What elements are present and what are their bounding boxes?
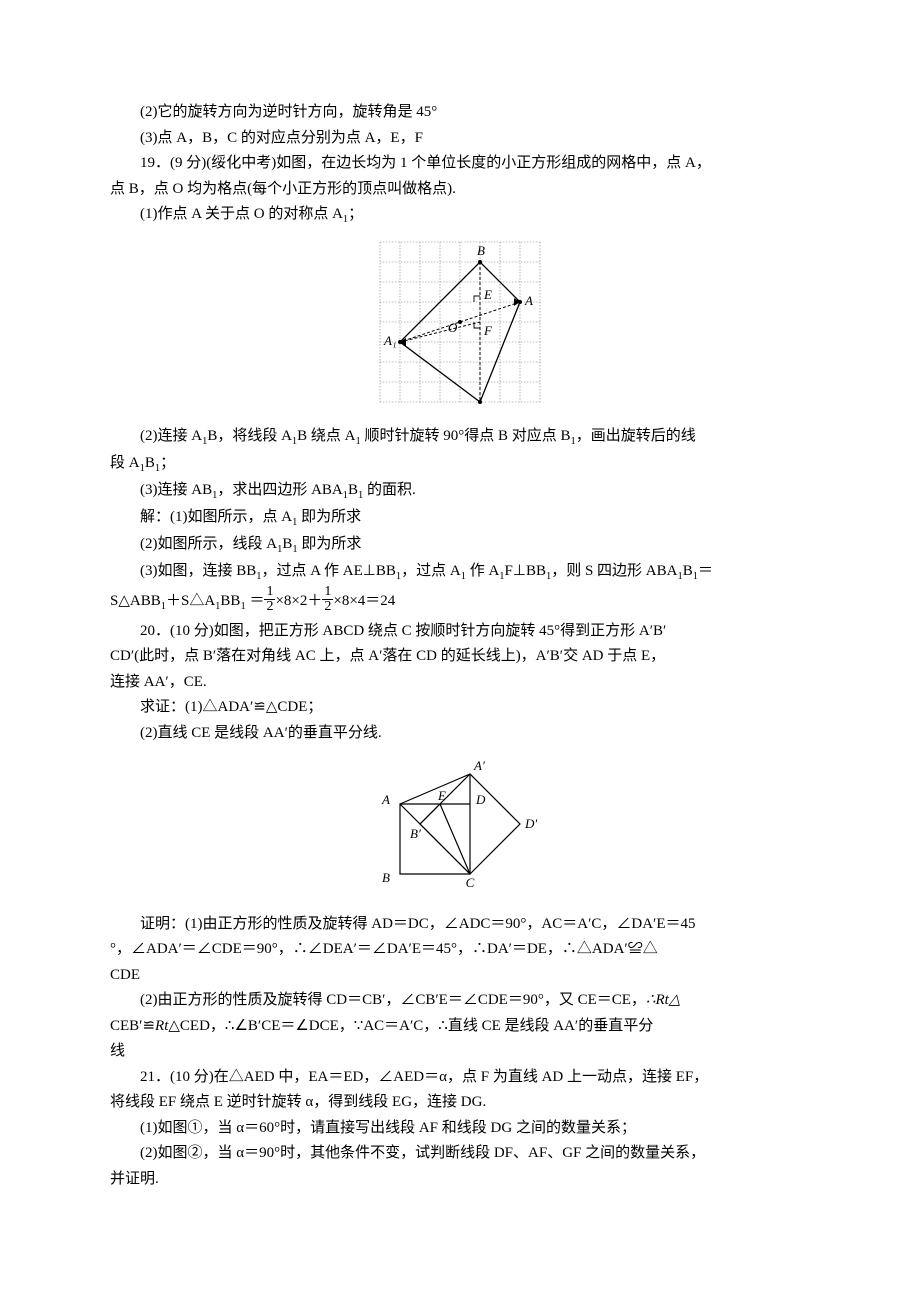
t: B	[348, 482, 358, 498]
grid-svg: B A O E F A₁ B₁	[370, 237, 550, 407]
proof2-l3: 线	[110, 1039, 810, 1065]
lbl-D: D	[475, 792, 486, 807]
figure-grid: B A O E F A₁ B₁	[110, 237, 810, 417]
t: ，过点 A	[401, 563, 461, 579]
q20-prove1: 求证：(1)△ADA′≌△CDE；	[110, 695, 810, 721]
label-B: B	[477, 243, 485, 258]
t: (2)由正方形的性质及旋转得 CD＝CB′，∠CB′E＝∠CDE＝90°，又 C…	[140, 992, 646, 1008]
line-2: (2)它的旋转方向为逆时针方向，旋转角是 45°	[110, 100, 810, 126]
t: ＋S△A	[166, 593, 215, 609]
q19-line2: 点 B，点 O 均为格点(每个小正方形的顶点叫做格点).	[110, 177, 810, 203]
fraction-half-1: 12	[264, 585, 275, 614]
figure-square: A B C D E A′ B′ D′	[110, 754, 810, 904]
q19-part1: (1)作点 A 关于点 O 的对称点 A1；	[110, 202, 810, 229]
t: B 绕点 A	[297, 428, 355, 444]
t: 作 A	[466, 563, 499, 579]
sol1: 解：(1)如图所示，点 A1 即为所求	[110, 505, 810, 532]
q21-part2-l1: (2)如图②，当 α＝90°时，其他条件不变，试判断线段 DF、AF、GF 之间…	[110, 1141, 810, 1167]
t: 即为所求	[298, 536, 362, 552]
label-B1: B₁	[475, 404, 487, 407]
t: (2)如图所示，线段 A	[140, 536, 277, 552]
t: BB	[220, 593, 240, 609]
lbl-A: A	[381, 792, 390, 807]
proof2-l2: CEB′≌Rt△CED，∴∠B′CE＝∠DCE，∵AC＝A′C，∴直线 CE 是…	[110, 1014, 810, 1040]
lbl-Ap: A′	[473, 758, 485, 773]
t: ，求出四边形 ABA	[217, 482, 342, 498]
t: (2)直线 CE 是线段 AA′的垂直平分线.	[140, 725, 382, 741]
t: ∴Rt△	[646, 992, 680, 1008]
sol3-l2: S△ABB1＋S△A1BB1 ＝12×8×2＋12×8×4＝24	[110, 585, 810, 618]
label-F: F	[483, 323, 493, 338]
t: Rt	[155, 1018, 168, 1034]
t: ＝	[698, 563, 713, 579]
q19-part2-l2: 段 A1B1；	[110, 451, 810, 478]
t: (3)如图，连接 BB	[140, 563, 256, 579]
proof1-l3: CDE	[110, 963, 810, 989]
q20-l3: 连接 AA′，CE.	[110, 670, 810, 696]
t: ×8×4＝24	[333, 593, 395, 609]
q21-part2-l2: 并证明.	[110, 1167, 810, 1193]
fraction-half-2: 12	[322, 585, 333, 614]
q20-prove2: (2)直线 CE 是线段 AA′的垂直平分线.	[110, 721, 810, 747]
sol2: (2)如图所示，线段 A1B1 即为所求	[110, 532, 810, 559]
q21-l2: 将线段 EF 绕点 E 逆时针旋转 α，得到线段 EG，连接 DG.	[110, 1090, 810, 1116]
t: B	[683, 563, 693, 579]
label-A1: A₁	[383, 333, 396, 348]
lbl-E: E	[437, 788, 446, 803]
label-O: O	[448, 320, 458, 335]
sol3-l1: (3)如图，连接 BB1，过点 A 作 AE⊥BB1，过点 A1 作 A1F⊥B…	[110, 559, 810, 586]
t: B，将线段 A	[207, 428, 292, 444]
t: ，画出旋转后的线	[576, 428, 696, 444]
t: ＝	[246, 593, 265, 609]
q20-l2: CD′(此时，点 B′落在对角线 AC 上，点 A′落在 CD 的延长线上)，A…	[110, 644, 810, 670]
t: ；	[160, 455, 175, 471]
t: 的面积.	[363, 482, 416, 498]
q20-l1: 20．(10 分)如图，把正方形 ABCD 绕点 C 按顺时针方向旋转 45°得…	[110, 619, 810, 645]
t: ×8×2＋	[275, 593, 322, 609]
page: (2)它的旋转方向为逆时针方向，旋转角是 45° (3)点 A，B，C 的对应点…	[0, 0, 920, 1302]
lbl-Bp: B′	[410, 826, 421, 841]
t: 顺时针旋转 90°得点 B 对应点 B	[361, 428, 571, 444]
t: CEB′≌	[110, 1018, 155, 1034]
q19-part2-l1: (2)连接 A1B，将线段 A1B 绕点 A1 顺时针旋转 90°得点 B 对应…	[110, 424, 810, 451]
t: 解：(1)如图所示，点 A	[140, 509, 292, 525]
t: 即为所求	[297, 509, 361, 525]
t: F⊥BB	[505, 563, 546, 579]
t: ，则 S 四边形 ABA	[551, 563, 677, 579]
t: B	[282, 536, 292, 552]
q19-line1: 19．(9 分)(绥化中考)如图，在边长均为 1 个单位长度的小正方形组成的网格…	[110, 151, 810, 177]
q21-part1: (1)如图①，当 α＝60°时，请直接写出线段 AF 和线段 DG 之间的数量关…	[110, 1116, 810, 1142]
text: ；	[348, 206, 363, 222]
t: (2)连接 A	[140, 428, 202, 444]
t: S△ABB	[110, 593, 161, 609]
label-E: E	[483, 287, 492, 302]
q19-part3: (3)连接 AB1，求出四边形 ABA1B1 的面积.	[110, 478, 810, 505]
proof2-l1: (2)由正方形的性质及旋转得 CD＝CB′，∠CB′E＝∠CDE＝90°，又 C…	[110, 988, 810, 1014]
t: 求证：(1)△ADA′≌△CDE；	[140, 699, 322, 715]
line-3: (3)点 A，B，C 的对应点分别为点 A，E，F	[110, 126, 810, 152]
t: 段 A	[110, 455, 140, 471]
lbl-B: B	[382, 870, 390, 885]
t: B	[145, 455, 155, 471]
lbl-C: C	[466, 875, 475, 890]
t: △CED，∴∠B′CE＝∠DCE，∵AC＝A′C，∴直线 CE 是线段 AA′的…	[168, 1018, 653, 1034]
t: (3)连接 AB	[140, 482, 212, 498]
label-A: A	[524, 293, 533, 308]
proof1-l1: 证明：(1)由正方形的性质及旋转得 AD＝DC，∠ADC＝90°，AC＝A′C，…	[110, 912, 810, 938]
square-svg: A B C D E A′ B′ D′	[360, 754, 560, 894]
proof1-l2: °，∠ADA′＝∠CDE＝90°，∴∠DEA′＝∠DA′E＝45°，∴DA′＝D…	[110, 937, 810, 963]
q21-l1: 21．(10 分)在△AED 中，EA＝ED，∠AED＝α，点 F 为直线 AD…	[110, 1065, 810, 1091]
t: ，过点 A 作 AE⊥BB	[262, 563, 396, 579]
text: (1)作点 A 关于点 O 的对称点 A	[140, 206, 343, 222]
lbl-Dp: D′	[524, 816, 537, 831]
